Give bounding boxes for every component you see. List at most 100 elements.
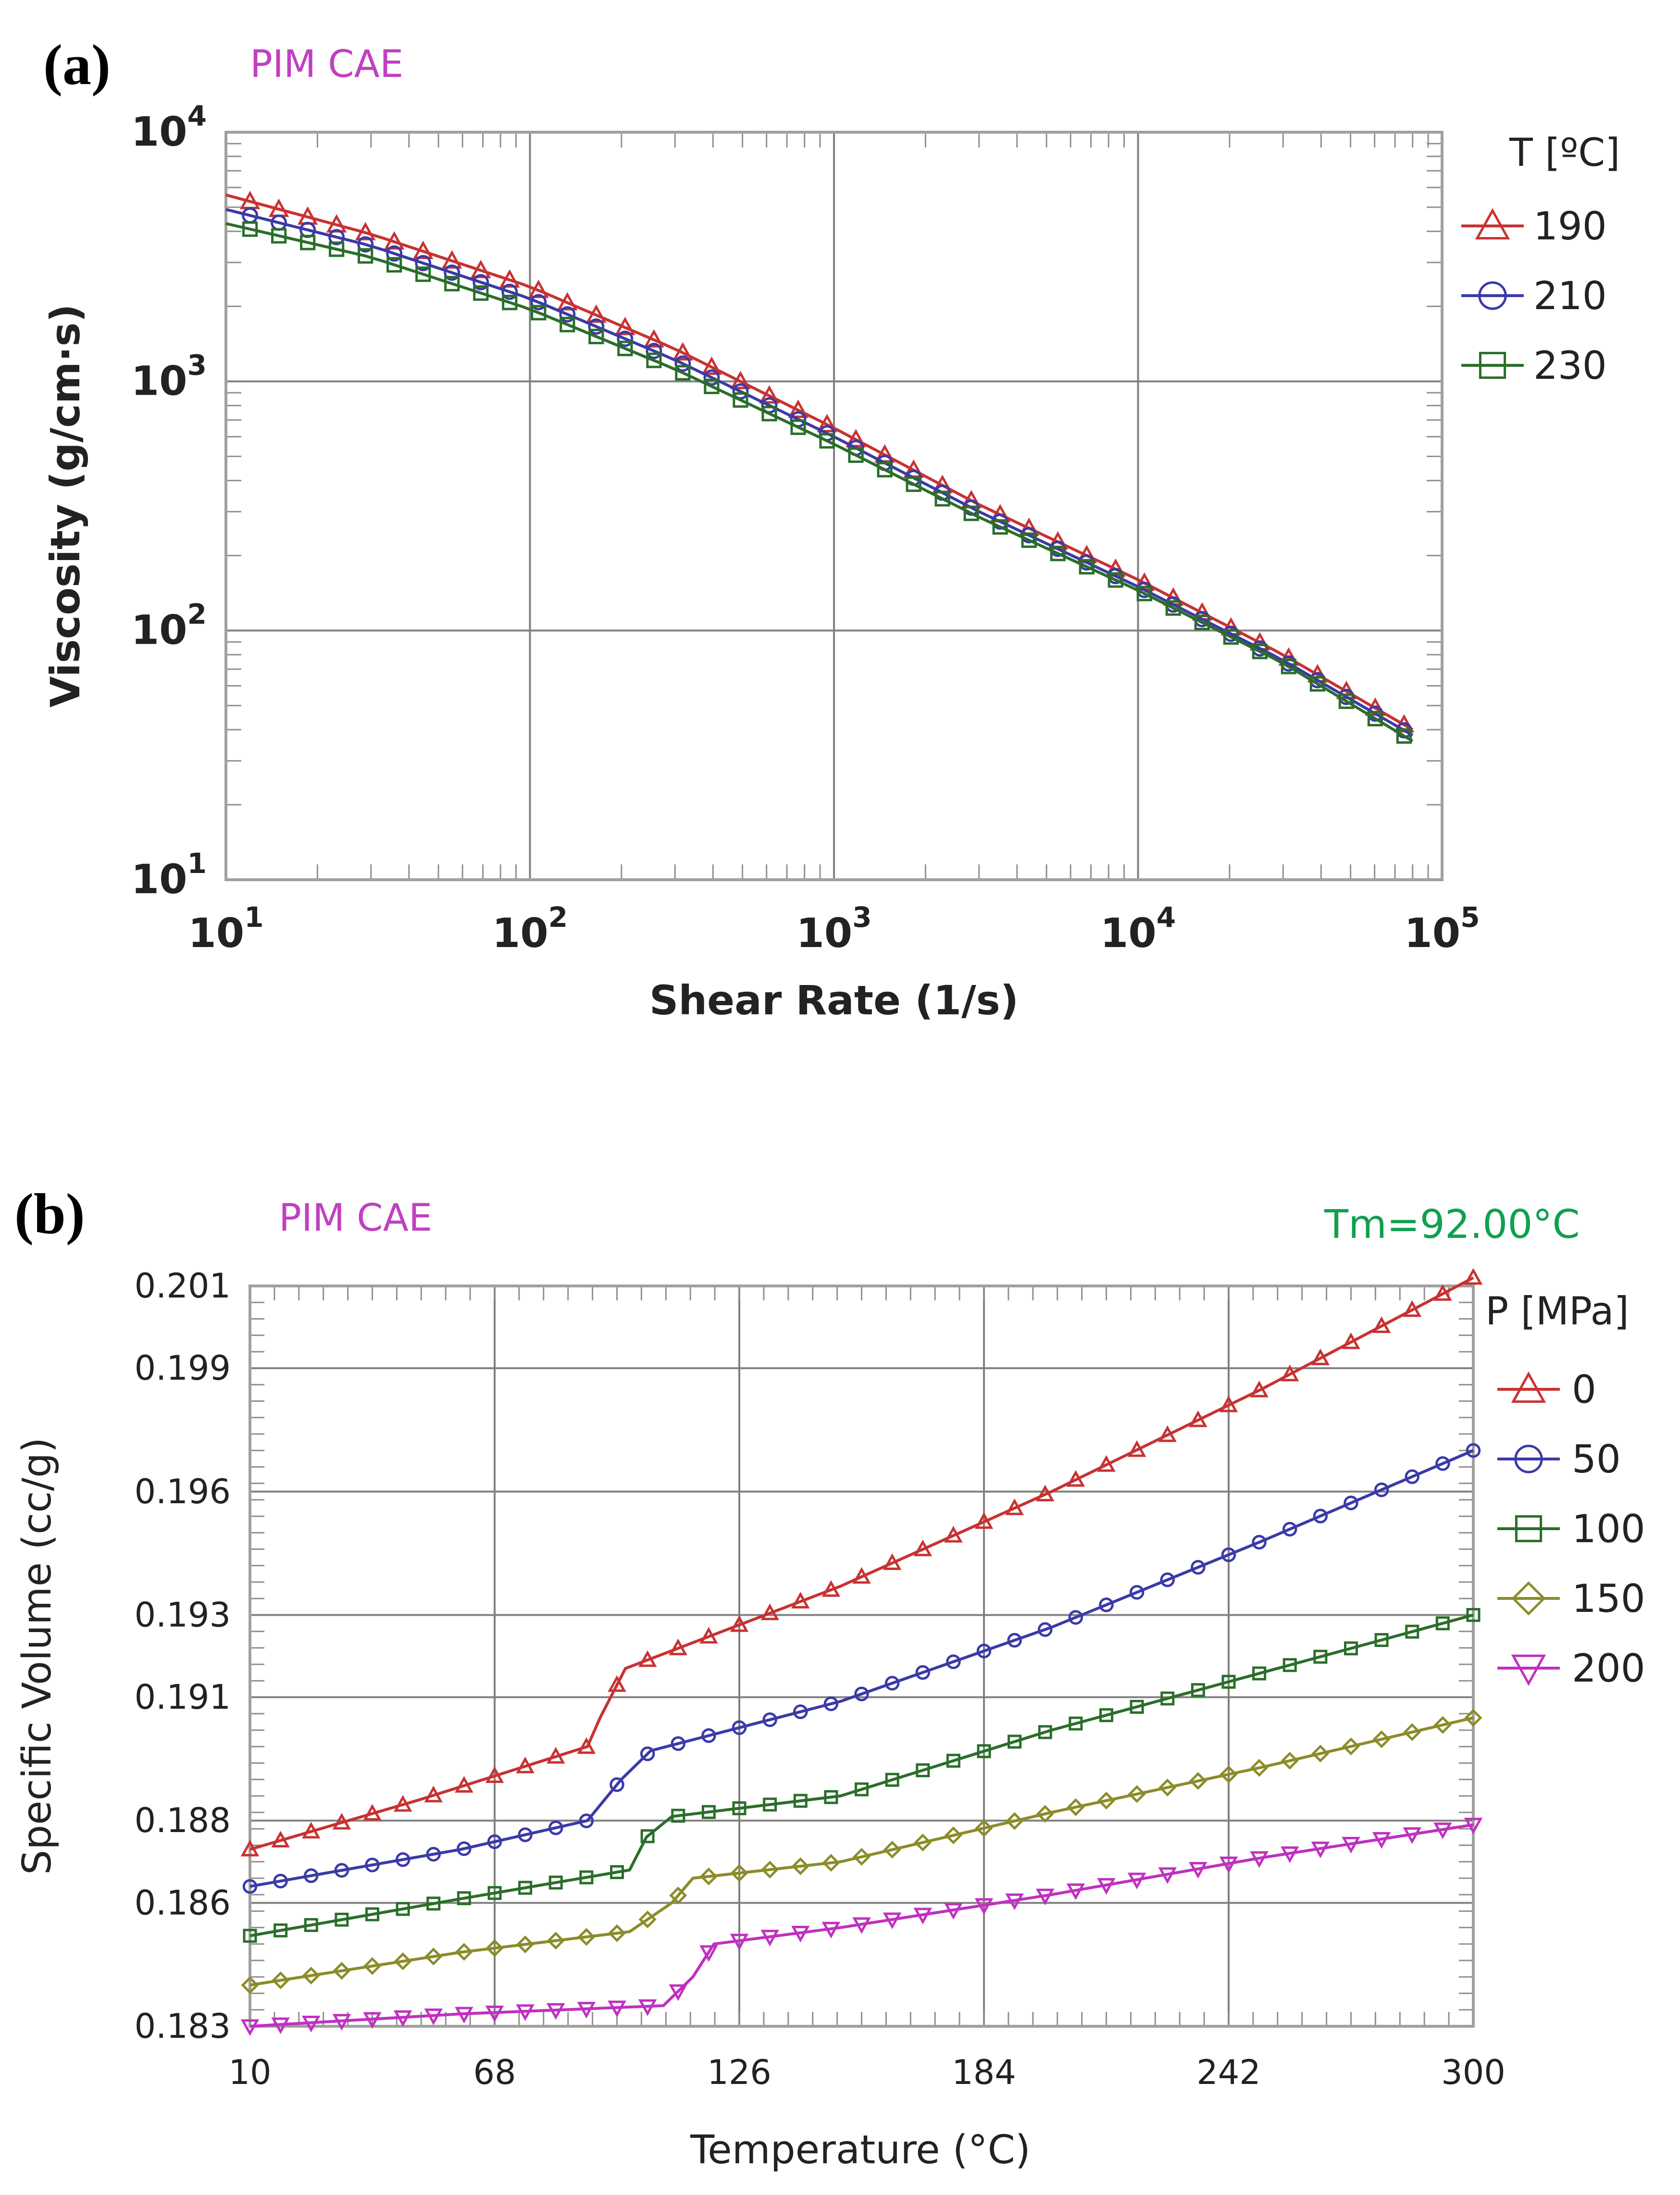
data-point [1006, 1812, 1024, 1830]
data-point [821, 1580, 841, 1597]
data-point [274, 1923, 288, 1938]
data-point [1158, 1867, 1177, 1884]
x-tick-label: 126 [707, 2053, 772, 2092]
data-point [640, 1829, 655, 1844]
data-point [1403, 1827, 1421, 1844]
data-point [916, 1763, 930, 1778]
data-point [1372, 1730, 1391, 1748]
data-point [1433, 1284, 1452, 1301]
data-point [516, 2004, 535, 2021]
legend-marker [1514, 1445, 1543, 1473]
panel-b-x-ticks: 10 68 126 184 242 300 [228, 2053, 1505, 2092]
data-point [1464, 1268, 1483, 1285]
data-point [1036, 1805, 1054, 1823]
data-point [243, 1929, 257, 1943]
data-point [1194, 614, 1210, 631]
panel-a-x-ticks: 101 102 103 104 105 [188, 901, 1480, 957]
data-point [732, 1801, 747, 1816]
data-point [1165, 600, 1181, 616]
data-point [1189, 1410, 1207, 1427]
data-point [915, 1665, 930, 1680]
panel-b-watermark: PIM CAE [279, 1197, 432, 1240]
series-100 [243, 1608, 1481, 1943]
data-point [518, 1827, 533, 1842]
legend-entry-230: 230 [1461, 343, 1607, 388]
data-point [701, 1805, 716, 1819]
data-point [531, 305, 547, 321]
data-point [790, 419, 806, 435]
legend-entry-190: 190 [1461, 204, 1607, 249]
data-point [1079, 559, 1095, 575]
data-point [1309, 676, 1326, 692]
data-point [242, 1879, 258, 1894]
data-point [547, 1932, 565, 1950]
data-point [730, 1933, 749, 1951]
data-point [763, 1797, 777, 1812]
y-tick-label: 104 [131, 100, 207, 155]
x-tick-label: 102 [492, 901, 568, 957]
data-point [913, 1908, 932, 1925]
legend-entry-100: 100 [1497, 1507, 1645, 1551]
data-point [1281, 659, 1296, 674]
data-point [1130, 1699, 1144, 1714]
legend-label: 230 [1533, 343, 1607, 388]
data-point [791, 1926, 810, 1943]
data-point [793, 1704, 808, 1720]
data-point [1191, 1559, 1206, 1575]
data-point [1158, 1425, 1177, 1442]
data-point [944, 1826, 962, 1845]
legend-label: 150 [1572, 1576, 1645, 1621]
y-tick-label: 0.191 [135, 1678, 231, 1717]
x-tick-label: 103 [796, 901, 871, 957]
data-point [1311, 1745, 1330, 1763]
data-point [732, 1720, 747, 1735]
chart-b: (b) PIM CAE Tm=92.00°C 10 68 126 184 242 300 … [14, 1182, 1645, 2173]
data-point [444, 275, 460, 292]
series-line-230 [225, 222, 1414, 743]
data-point [457, 1891, 471, 1906]
data-point [669, 1638, 687, 1656]
legend-label: 210 [1533, 274, 1607, 318]
data-point [1372, 1316, 1391, 1333]
data-point [1281, 1364, 1299, 1382]
data-point [455, 1776, 473, 1793]
panel-a-series [225, 190, 1415, 744]
data-point [974, 1512, 994, 1529]
data-point [617, 340, 633, 356]
data-point [363, 2012, 382, 2029]
data-point [1464, 1818, 1483, 1834]
data-point [913, 1539, 932, 1557]
y-tick-label: 0.196 [135, 1472, 231, 1511]
data-point [675, 365, 691, 381]
data-point [646, 352, 662, 368]
y-tick-label: 0.186 [135, 1883, 231, 1922]
data-point [333, 1962, 351, 1980]
data-point [824, 1790, 838, 1804]
data-point [473, 285, 489, 301]
data-point [914, 1833, 932, 1852]
data-point [487, 1886, 502, 1900]
data-point [944, 1526, 963, 1543]
data-point [1466, 1608, 1481, 1622]
data-point [617, 330, 634, 347]
data-point [1338, 693, 1355, 709]
data-point [1281, 1846, 1299, 1863]
data-point [733, 392, 748, 408]
data-point [487, 1834, 502, 1849]
series-200 [240, 1818, 1483, 2036]
panel-a-letter: (a) [43, 33, 111, 97]
data-point [1097, 1792, 1116, 1810]
y-tick-label: 0.193 [135, 1595, 231, 1634]
data-point [363, 1957, 382, 1975]
x-tick-label: 10 [228, 2053, 271, 2092]
data-point [760, 1930, 779, 1946]
data-point [885, 1772, 899, 1787]
legend-entry-50: 50 [1497, 1437, 1621, 1482]
data-point [761, 1860, 779, 1879]
data-point [332, 1813, 351, 1830]
x-tick-label: 184 [952, 2053, 1016, 2092]
data-point [1250, 1758, 1269, 1777]
y-tick-label: 0.188 [135, 1801, 231, 1840]
data-point [1396, 728, 1412, 744]
